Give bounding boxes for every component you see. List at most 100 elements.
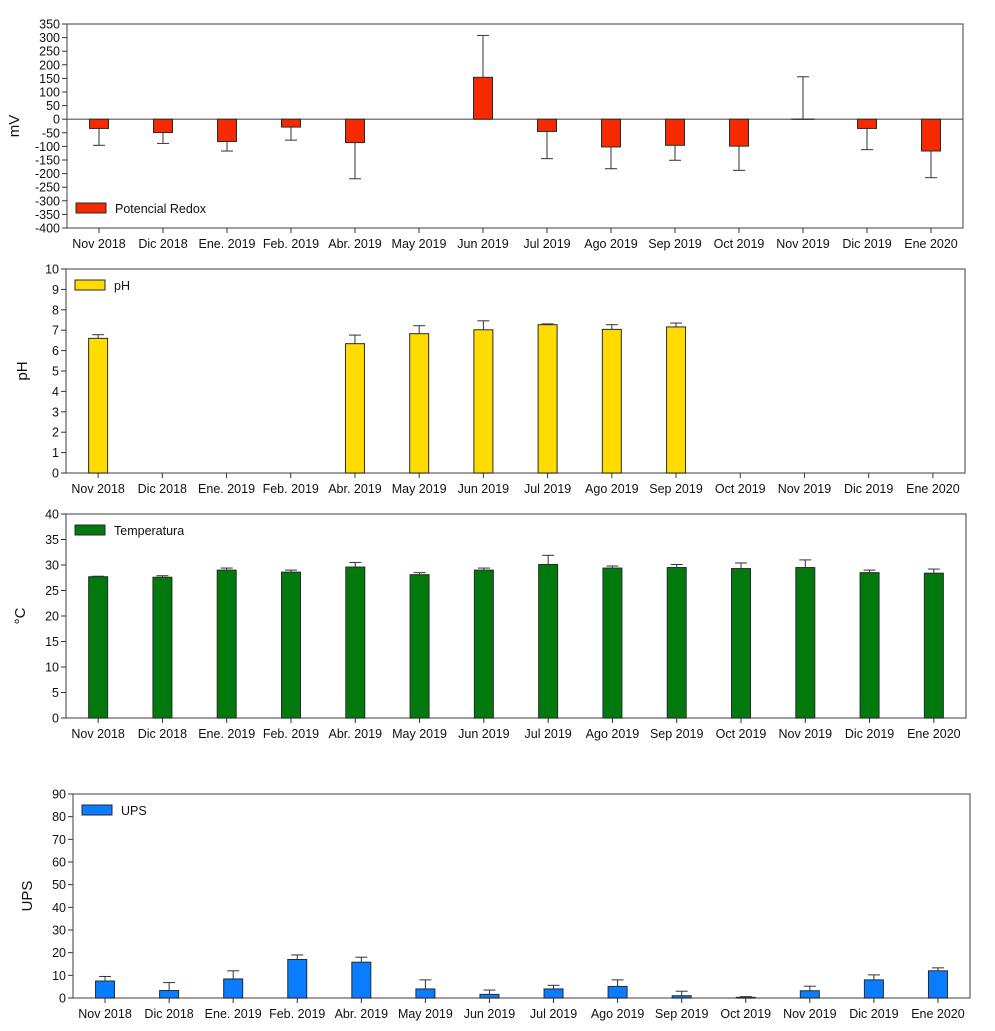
x-tick-label: Sep 2019: [655, 1007, 709, 1021]
y-tick-label: 40: [52, 901, 66, 915]
legend-label: UPS: [121, 804, 147, 818]
x-tick-label: May 2019: [392, 482, 447, 496]
x-tick-label: Jun 2019: [458, 727, 509, 741]
bar: [863, 979, 884, 999]
bar: [479, 993, 500, 999]
y-tick-label: 0: [52, 467, 59, 481]
y-tick-label: 4: [52, 385, 59, 399]
y-tick-label: -400: [35, 222, 60, 236]
bar: [671, 995, 692, 999]
x-tick-label: Ago 2019: [586, 727, 640, 741]
bar: [537, 118, 557, 132]
x-tick-label: Nov 2019: [783, 1007, 837, 1021]
x-tick-label: Feb. 2019: [263, 482, 319, 496]
y-tick-label: 10: [52, 969, 66, 983]
x-tick-label: Jun 2019: [464, 1007, 515, 1021]
bar: [731, 568, 751, 719]
y-axis-title: pH: [14, 361, 31, 380]
x-tick-label: Feb. 2019: [263, 727, 319, 741]
x-tick-label: Ene. 2019: [198, 482, 255, 496]
x-tick-label: Dic 2019: [849, 1007, 898, 1021]
bar: [88, 576, 109, 719]
bar: [281, 118, 301, 128]
bar: [216, 569, 237, 719]
x-tick-label: Dic 2019: [844, 482, 893, 496]
y-tick-label: 40: [45, 508, 59, 522]
y-tick-label: 3: [52, 405, 59, 419]
x-tick-label: Dic 2018: [138, 727, 187, 741]
y-tick-label: -250: [35, 181, 60, 195]
bar: [921, 118, 941, 152]
bar: [281, 571, 301, 719]
plot-frame: [72, 793, 971, 999]
x-tick-label: Abr. 2019: [329, 727, 383, 741]
y-tick-label: 10: [45, 661, 59, 675]
x-tick-label: Ene 2020: [907, 727, 961, 741]
bar: [601, 118, 621, 148]
x-tick-label: Nov 2018: [71, 482, 125, 496]
y-tick-label: 5: [52, 686, 59, 700]
chart-panel-1: 350300250200150100500-50-100-150-200-250…: [6, 18, 964, 251]
y-tick-label: 200: [39, 58, 60, 72]
x-tick-label: Jul 2019: [525, 727, 572, 741]
bar: [666, 326, 687, 474]
bar: [409, 333, 430, 474]
x-tick-label: Sep 2019: [649, 482, 703, 496]
legend-label: pH: [114, 279, 130, 293]
bar: [666, 567, 687, 719]
x-tick-label: May 2019: [392, 727, 447, 741]
x-tick-label: Feb. 2019: [263, 237, 319, 251]
bar: [473, 76, 493, 120]
y-tick-label: 1: [52, 446, 59, 460]
y-tick-label: 50: [52, 878, 66, 892]
x-tick-label: Nov 2019: [776, 237, 830, 251]
x-tick-label: Oct 2019: [714, 237, 765, 251]
chart-panel-3: 40 35 30 25 20 15 10 5 0 °C Nov 2018 Dic 2018 Ene. 2…: [12, 508, 967, 741]
x-tick-label: Dic 2019: [842, 237, 891, 251]
bar: [923, 572, 944, 719]
x-tick-label: Oct 2019: [720, 1007, 771, 1021]
y-tick-label: 80: [52, 810, 66, 824]
x-tick-label: Feb. 2019: [269, 1007, 325, 1021]
bar: [153, 118, 173, 134]
y-tick-label: 0: [59, 992, 66, 1006]
bar: [351, 961, 372, 999]
bar: [223, 978, 244, 999]
x-tick-label: Nov 2018: [78, 1007, 132, 1021]
bar: [729, 118, 749, 147]
y-tick-label: 30: [45, 559, 59, 573]
x-tick-label: Ene 2020: [906, 482, 960, 496]
bar: [799, 990, 820, 999]
bar: [538, 563, 559, 719]
legend-label: Temperatura: [114, 524, 184, 538]
y-axis-title: °C: [12, 607, 29, 624]
bar: [344, 343, 365, 474]
bar: [88, 337, 109, 474]
legend-swatch: [81, 804, 113, 816]
legend-swatch: [74, 279, 106, 291]
y-tick-label: 60: [52, 856, 66, 870]
x-tick-label: Ago 2019: [591, 1007, 645, 1021]
y-tick-label: -50: [42, 126, 60, 140]
y-tick-label: -350: [35, 208, 60, 222]
bar: [345, 566, 366, 719]
y-axis-title: mV: [6, 115, 23, 138]
y-tick-label: -150: [35, 154, 60, 168]
x-tick-label: Ene 2020: [904, 237, 958, 251]
x-tick-label: Abr. 2019: [328, 237, 382, 251]
y-tick-label: 150: [39, 72, 60, 86]
y-tick-label: 70: [52, 833, 66, 847]
plot-frame: [66, 23, 964, 229]
y-tick-label: 20: [45, 610, 59, 624]
y-tick-label: -200: [35, 167, 60, 181]
y-tick-label: 7: [52, 324, 59, 338]
x-tick-label: Abr. 2019: [335, 1007, 389, 1021]
y-tick-label: 100: [39, 86, 60, 100]
bar: [857, 118, 877, 129]
x-tick-label: May 2019: [392, 237, 447, 251]
x-tick-label: Oct 2019: [716, 727, 767, 741]
y-tick-label: 300: [39, 31, 60, 45]
y-tick-label: 6: [52, 344, 59, 358]
x-tick-label: Ago 2019: [585, 482, 639, 496]
